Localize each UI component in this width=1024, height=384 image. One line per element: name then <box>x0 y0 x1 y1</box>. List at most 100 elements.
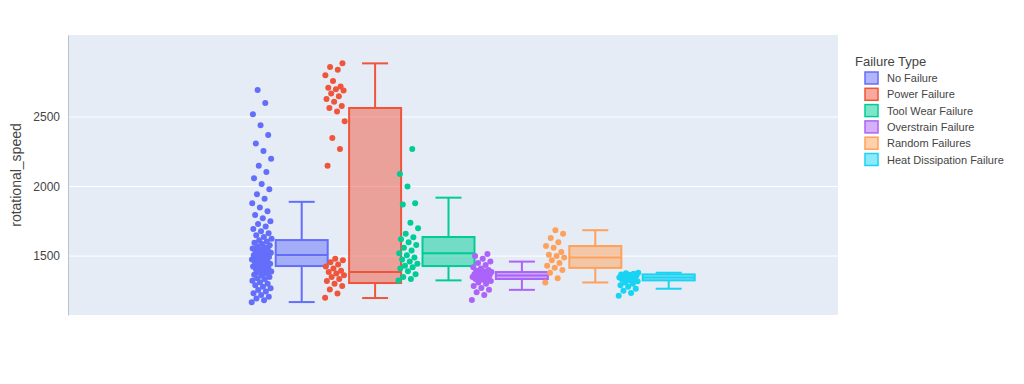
box <box>496 272 548 279</box>
lower-whisker <box>668 280 670 288</box>
point <box>250 226 256 232</box>
point <box>481 292 487 298</box>
box-trace <box>542 227 621 285</box>
point <box>266 186 272 192</box>
upper-whisker <box>374 63 376 108</box>
point <box>339 60 345 66</box>
point <box>543 243 549 249</box>
tick: 2500 <box>33 110 68 124</box>
point <box>322 295 328 301</box>
point <box>331 99 337 105</box>
legend-item[interactable]: Heat Dissipation Failure <box>865 154 1004 166</box>
point <box>339 103 345 109</box>
marks <box>249 60 695 305</box>
y-axis: 150020002500 <box>33 36 68 316</box>
point <box>552 265 558 271</box>
axis-line <box>68 36 69 316</box>
upper-whisker-cap <box>436 197 462 199</box>
point <box>263 169 269 175</box>
tick: 1500 <box>33 249 68 263</box>
point <box>260 215 266 221</box>
legend-item[interactable]: No Failure <box>865 72 938 84</box>
point <box>396 250 402 256</box>
point <box>544 263 550 269</box>
point <box>255 87 261 93</box>
point <box>555 239 561 245</box>
legend-label: Random Failures <box>887 137 971 149</box>
point <box>407 259 413 265</box>
point <box>340 257 346 263</box>
legend-item[interactable]: Tool Wear Failure <box>865 105 973 117</box>
box <box>423 237 475 266</box>
point <box>261 297 267 303</box>
median <box>643 277 695 279</box>
lower-whisker-cap <box>362 297 388 299</box>
upper-whisker-cap <box>289 201 315 203</box>
point <box>255 221 261 227</box>
legend-title: Failure Type <box>855 54 926 69</box>
point <box>258 122 264 128</box>
median <box>569 256 621 258</box>
point <box>260 148 266 154</box>
box-trace <box>616 270 695 299</box>
point <box>338 83 344 89</box>
upper-whisker-cap <box>582 229 608 231</box>
point <box>403 231 409 237</box>
chart: 150020002500rotational_speedFailure Type… <box>0 0 1024 384</box>
legend-item[interactable]: Overstrain Failure <box>865 121 974 133</box>
point <box>251 175 257 181</box>
lower-whisker <box>374 283 376 298</box>
tick-label: 1500 <box>33 249 60 263</box>
point <box>402 263 408 269</box>
point <box>338 268 344 274</box>
legend-swatch <box>865 121 878 133</box>
upper-whisker-cap <box>509 261 535 263</box>
point <box>486 287 492 293</box>
box <box>349 108 401 283</box>
point <box>258 228 264 234</box>
point <box>337 146 343 152</box>
point <box>330 266 336 272</box>
point <box>249 200 255 206</box>
point <box>407 220 413 226</box>
point <box>561 254 567 260</box>
grid <box>68 117 838 256</box>
point <box>555 275 561 281</box>
box-trace <box>322 60 401 300</box>
legend-item[interactable]: Random Failures <box>865 137 971 149</box>
point <box>335 67 341 73</box>
point <box>336 276 342 282</box>
point <box>551 245 557 251</box>
point <box>332 281 338 287</box>
point <box>547 270 553 276</box>
lower-whisker-cap <box>582 281 608 283</box>
point <box>558 249 564 255</box>
point <box>328 90 334 96</box>
point <box>261 234 267 240</box>
point <box>405 184 411 190</box>
point <box>635 270 641 276</box>
point <box>398 236 404 242</box>
point <box>336 93 342 99</box>
point <box>549 257 555 263</box>
point <box>265 132 271 138</box>
point <box>342 118 348 124</box>
point <box>262 100 268 106</box>
point <box>556 260 562 266</box>
point <box>400 202 406 208</box>
legend-item[interactable]: Power Failure <box>865 88 955 100</box>
point <box>412 200 418 206</box>
point <box>548 235 554 241</box>
point <box>249 299 255 305</box>
grid-line <box>68 117 838 118</box>
point <box>405 268 411 274</box>
point <box>616 293 622 299</box>
point <box>324 278 330 284</box>
point <box>542 279 548 285</box>
legend-label: No Failure <box>887 72 938 84</box>
legend-swatch <box>865 154 878 166</box>
point <box>334 108 340 114</box>
median <box>496 275 548 277</box>
point <box>628 290 634 296</box>
box-trace <box>396 146 475 283</box>
